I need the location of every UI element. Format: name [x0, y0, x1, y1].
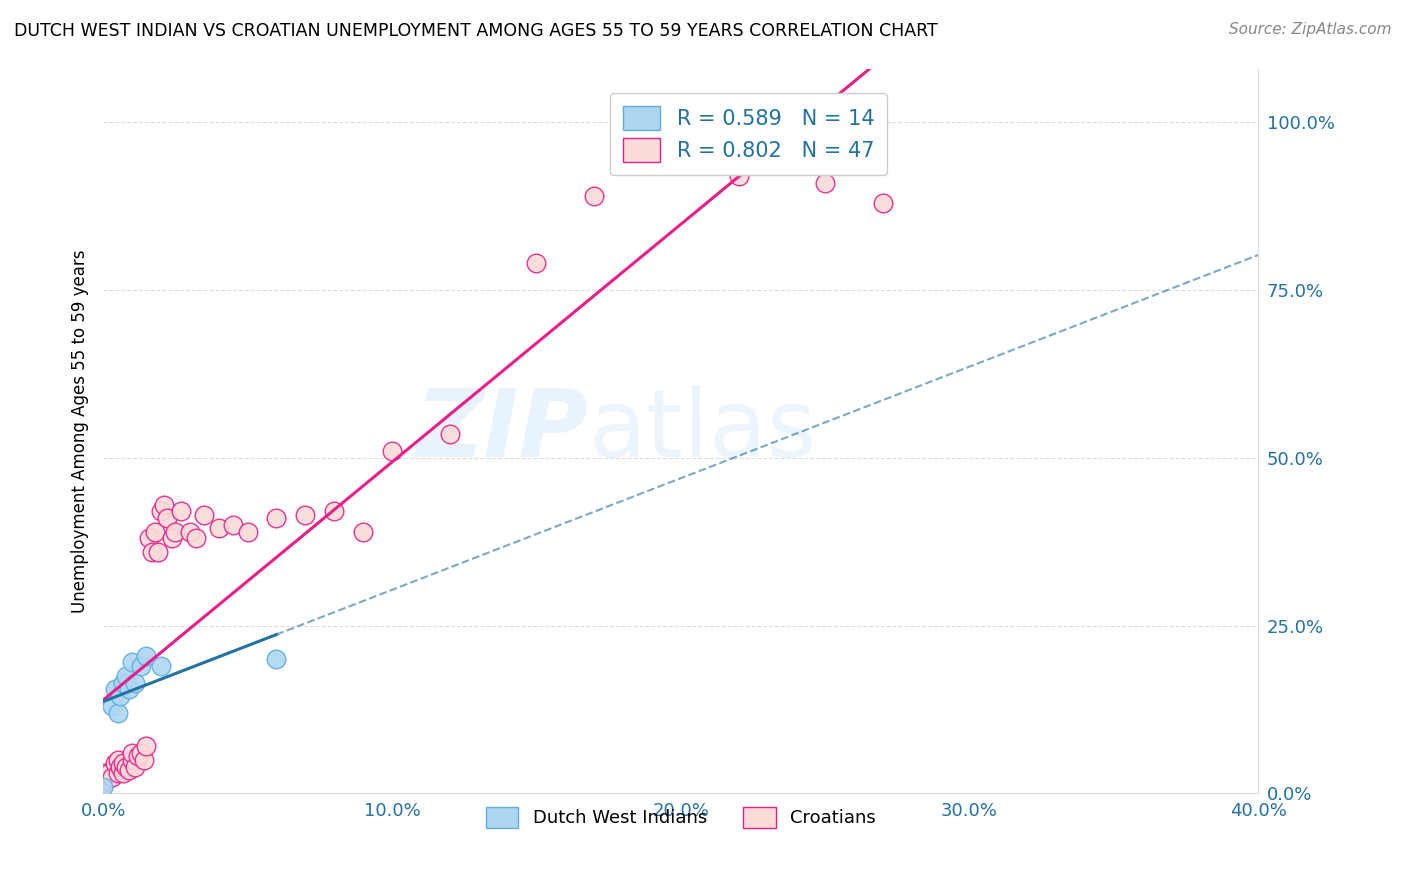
Text: DUTCH WEST INDIAN VS CROATIAN UNEMPLOYMENT AMONG AGES 55 TO 59 YEARS CORRELATION: DUTCH WEST INDIAN VS CROATIAN UNEMPLOYME…	[14, 22, 938, 40]
Legend: Dutch West Indians, Croatians: Dutch West Indians, Croatians	[478, 800, 883, 835]
Point	[124, 675, 146, 690]
Point	[135, 648, 157, 663]
Point	[135, 739, 157, 754]
Point	[112, 766, 135, 780]
Point	[727, 169, 749, 183]
Point	[101, 770, 124, 784]
Point	[439, 427, 461, 442]
Point	[294, 508, 316, 522]
Point	[583, 189, 606, 203]
Point	[179, 524, 201, 539]
Point	[121, 656, 143, 670]
Point	[91, 776, 114, 790]
Point	[149, 504, 172, 518]
Point	[110, 689, 132, 703]
Point	[91, 780, 114, 794]
Point	[352, 524, 374, 539]
Point	[165, 524, 187, 539]
Point	[184, 531, 207, 545]
Point	[101, 699, 124, 714]
Point	[152, 498, 174, 512]
Point	[524, 256, 547, 270]
Point	[124, 759, 146, 773]
Point	[121, 746, 143, 760]
Point	[323, 504, 346, 518]
Point	[118, 763, 141, 777]
Point	[149, 658, 172, 673]
Point	[112, 675, 135, 690]
Point	[266, 652, 288, 666]
Point	[121, 753, 143, 767]
Point	[208, 521, 231, 535]
Point	[132, 753, 155, 767]
Point	[146, 545, 169, 559]
Point	[814, 176, 837, 190]
Point	[141, 545, 163, 559]
Point	[112, 756, 135, 771]
Point	[115, 759, 138, 773]
Text: Source: ZipAtlas.com: Source: ZipAtlas.com	[1229, 22, 1392, 37]
Text: ZIP: ZIP	[416, 385, 588, 477]
Point	[236, 524, 259, 539]
Point	[91, 766, 114, 780]
Point	[162, 531, 184, 545]
Point	[118, 682, 141, 697]
Point	[381, 444, 404, 458]
Point	[107, 766, 129, 780]
Y-axis label: Unemployment Among Ages 55 to 59 years: Unemployment Among Ages 55 to 59 years	[72, 249, 89, 613]
Point	[107, 706, 129, 720]
Point	[115, 669, 138, 683]
Point	[156, 511, 179, 525]
Point	[104, 756, 127, 771]
Point	[193, 508, 215, 522]
Point	[129, 658, 152, 673]
Point	[138, 531, 160, 545]
Point	[107, 753, 129, 767]
Point	[872, 195, 894, 210]
Point	[129, 746, 152, 760]
Text: atlas: atlas	[588, 385, 817, 477]
Point	[170, 504, 193, 518]
Point	[110, 759, 132, 773]
Point	[266, 511, 288, 525]
Point	[94, 772, 117, 787]
Point	[104, 682, 127, 697]
Point	[97, 766, 120, 780]
Point	[127, 749, 149, 764]
Point	[143, 524, 166, 539]
Point	[222, 517, 245, 532]
